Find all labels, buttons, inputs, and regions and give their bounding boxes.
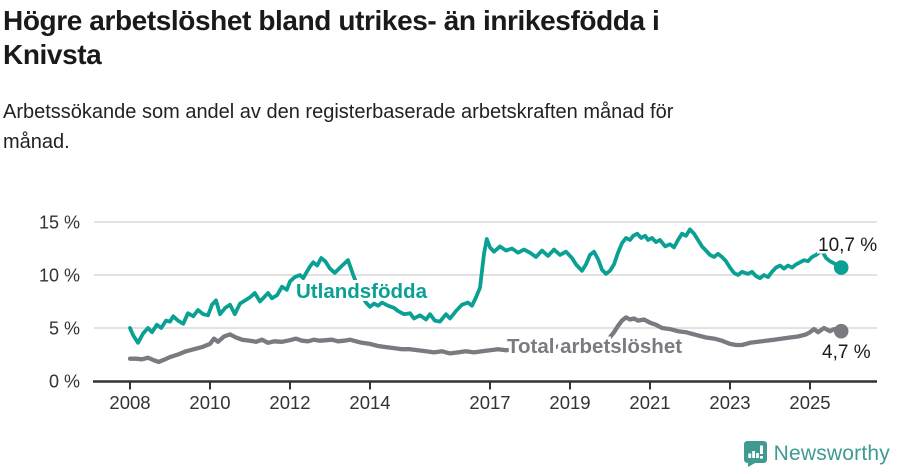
newsworthy-logo: Newsworthy	[743, 441, 890, 467]
y-axis-tick-label: 5 %	[49, 319, 80, 339]
x-axis-tick-label: 2012	[269, 392, 310, 413]
x-axis-tick-label: 2025	[789, 392, 830, 413]
series-inline-label: Utlandsfödda	[296, 280, 428, 303]
x-axis-tick-label: 2017	[469, 392, 510, 413]
series-end-value-label: 4,7 %	[822, 342, 871, 363]
y-axis-tick-label: 0 %	[49, 372, 80, 392]
series-endpoint-dot-utlandsfodda	[833, 260, 849, 275]
y-axis-tick-label: 10 %	[39, 266, 80, 286]
x-axis-tick-label: 2023	[709, 392, 750, 413]
chart-header: Högre arbetslöshet bland utrikes- än inr…	[3, 4, 883, 157]
series-end-value-label: 10,7 %	[818, 235, 877, 256]
chart-title: Högre arbetslöshet bland utrikes- än inr…	[3, 5, 660, 71]
y-axis-tick-label: 15 %	[39, 213, 80, 233]
series-line-total	[127, 315, 844, 365]
x-axis-tick-label: 2021	[629, 392, 670, 413]
series-inline-label: Total arbetslöshet	[507, 335, 682, 358]
newsworthy-bubble-chart-icon	[743, 441, 767, 467]
x-axis-tick-label: 2010	[189, 392, 230, 413]
series-line-utlandsfodda	[128, 227, 844, 345]
x-axis-tick-label: 2008	[109, 392, 150, 413]
newsworthy-brand-text: Newsworthy	[773, 442, 890, 465]
x-axis-tick-label: 2014	[349, 392, 390, 413]
chart-subtitle: Arbetssökande som andel av den registerb…	[3, 100, 674, 153]
x-axis-tick-label: 2019	[549, 392, 590, 413]
series-endpoint-dot-total	[833, 323, 849, 339]
